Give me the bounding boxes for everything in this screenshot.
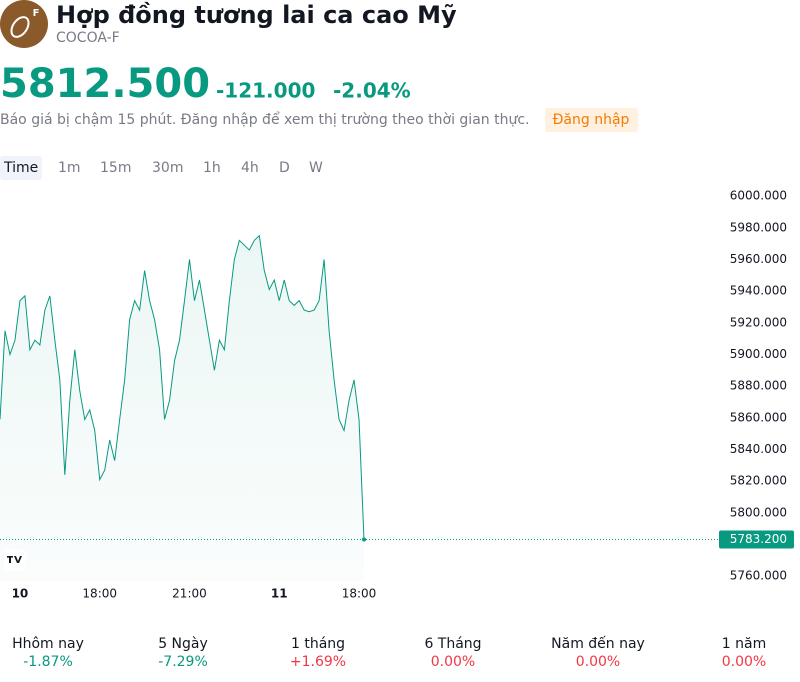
performance-label[interactable]: Năm đến nay	[551, 635, 645, 652]
y-tick-label: 5800.000	[730, 505, 787, 519]
performance-label[interactable]: Hhôm nay	[12, 636, 84, 652]
y-tick-label: 5860.000	[730, 410, 787, 424]
change: -121.000	[216, 79, 315, 103]
performance-value[interactable]: -1.87%	[23, 654, 73, 670]
price: 5812.500	[0, 61, 210, 107]
performance-label[interactable]: 5 Ngày	[158, 636, 208, 652]
login-button[interactable]	[545, 108, 638, 132]
performance-value[interactable]: +1.69%	[290, 654, 346, 670]
performance-label[interactable]: 6 Tháng	[424, 636, 481, 652]
tab-selected-bg	[0, 156, 42, 180]
y-tick-label: 5940.000	[730, 284, 787, 298]
y-tick-label: 5960.000	[730, 252, 787, 266]
y-tick-label: 5880.000	[730, 379, 787, 393]
timeframe-tab[interactable]: 15m	[100, 160, 131, 176]
y-tick-label: 5760.000	[730, 569, 787, 583]
timeframe-tab[interactable]: 30m	[152, 160, 183, 176]
performance-label[interactable]: 1 năm	[722, 636, 766, 652]
last-price-box	[719, 530, 794, 549]
timeframe-tab[interactable]: W	[309, 160, 323, 176]
change-percent: -2.04%	[333, 79, 411, 103]
x-tick-label: 18:00	[82, 587, 117, 601]
area	[0, 235, 364, 581]
performance-value[interactable]: 0.00%	[722, 654, 766, 670]
title: Hợp đồng tương lai ca cao Mỹ	[56, 1, 457, 29]
last-price-label: 5783.200	[730, 532, 787, 546]
timeframe-tab[interactable]: D	[279, 160, 290, 176]
timeframe-tab[interactable]: 1h	[203, 160, 221, 176]
x-tick-label: 11	[271, 587, 288, 601]
tv-logo	[7, 556, 22, 563]
performance-value[interactable]: 0.00%	[431, 654, 475, 670]
y-tick-label: 6000.000	[730, 189, 787, 203]
performance-value[interactable]: -7.29%	[158, 654, 208, 670]
login-label[interactable]: Đăng nhập	[553, 112, 630, 128]
tv-logo-bg	[4, 549, 26, 571]
x-tick-label: 21:00	[172, 587, 207, 601]
y-tick-label: 5920.000	[730, 315, 787, 329]
last-point	[362, 537, 366, 542]
timeframe-tab[interactable]: 4h	[241, 160, 259, 176]
line	[0, 234, 365, 540]
timeframe-tab[interactable]: 1m	[58, 160, 81, 176]
performance-value[interactable]: 0.00%	[576, 654, 620, 670]
y-tick-label: 5840.000	[730, 442, 787, 456]
y-tick-label: 5820.000	[730, 474, 787, 488]
symbol: COCOA-F	[56, 30, 120, 46]
delay-note: Báo giá bị chậm 15 phút. Đăng nhập để xe…	[0, 111, 529, 128]
x-tick-label: 10	[12, 587, 29, 601]
timeframe-tab[interactable]: Time	[3, 160, 38, 176]
logo	[0, 0, 48, 48]
performance-label[interactable]: 1 tháng	[291, 636, 345, 652]
y-tick-label: 5900.000	[730, 347, 787, 361]
logo-letter: F	[33, 8, 40, 19]
x-tick-label: 18:00	[342, 587, 377, 601]
y-tick-label: 5980.000	[730, 220, 787, 234]
logo-bean	[10, 16, 30, 38]
